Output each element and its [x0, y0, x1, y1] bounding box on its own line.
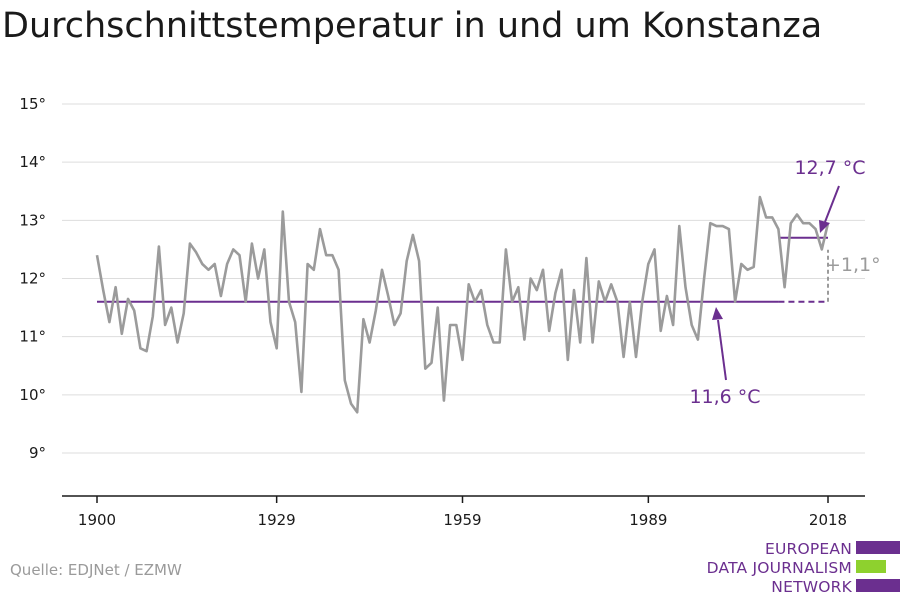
y-tick-label: 12° [19, 270, 46, 288]
annotations: 12,7 °C 11,6 °C +1,1° [689, 157, 880, 408]
logo-bar-green [856, 560, 900, 573]
x-tick-label: 1959 [443, 511, 481, 529]
recent-arrowhead [819, 220, 830, 233]
y-tick-label: 14° [19, 153, 46, 171]
logo-bar-purple-bottom [856, 579, 900, 592]
temperature-series [95, 195, 830, 414]
baseline-mean-label: 11,6 °C [689, 386, 760, 408]
logo-text: EUROPEAN DATA JOURNALISM NETWORK [707, 540, 852, 597]
logo-line-3: NETWORK [771, 578, 852, 596]
logo-line-1: EUROPEAN [764, 540, 852, 558]
y-tick-label: 15° [19, 95, 46, 113]
logo-line-2: DATA JOURNALISM [706, 559, 852, 577]
y-axis-ticks: 9° 10° 11° 12° 13° 14° 15° [19, 95, 46, 462]
y-tick-label: 9° [29, 444, 46, 462]
y-tick-label: 10° [19, 386, 46, 404]
logo-bar-purple-top [856, 541, 900, 554]
x-tick-label: 2018 [809, 511, 847, 529]
difference-label: +1,1° [825, 254, 881, 276]
source-note: Quelle: EDJNet / EZMW [10, 561, 182, 579]
temperature-line [95, 195, 830, 414]
chart-title: Durchschnittstemperatur in und um Konsta… [2, 6, 823, 46]
x-tick-label: 1900 [78, 511, 116, 529]
recent-arrow-line [824, 185, 840, 223]
y-tick-label: 13° [19, 211, 46, 229]
y-tick-label: 11° [19, 328, 46, 346]
recent-mean-label: 12,7 °C [794, 157, 865, 179]
x-tick-label: 1929 [258, 511, 296, 529]
baseline-arrow-line [717, 319, 727, 381]
x-tick-label: 1989 [629, 511, 667, 529]
edjnet-logo: EUROPEAN DATA JOURNALISM NETWORK [700, 540, 900, 596]
x-axis: 1900 1929 1959 1989 2018 [62, 495, 865, 529]
baseline-arrowhead [712, 307, 723, 320]
